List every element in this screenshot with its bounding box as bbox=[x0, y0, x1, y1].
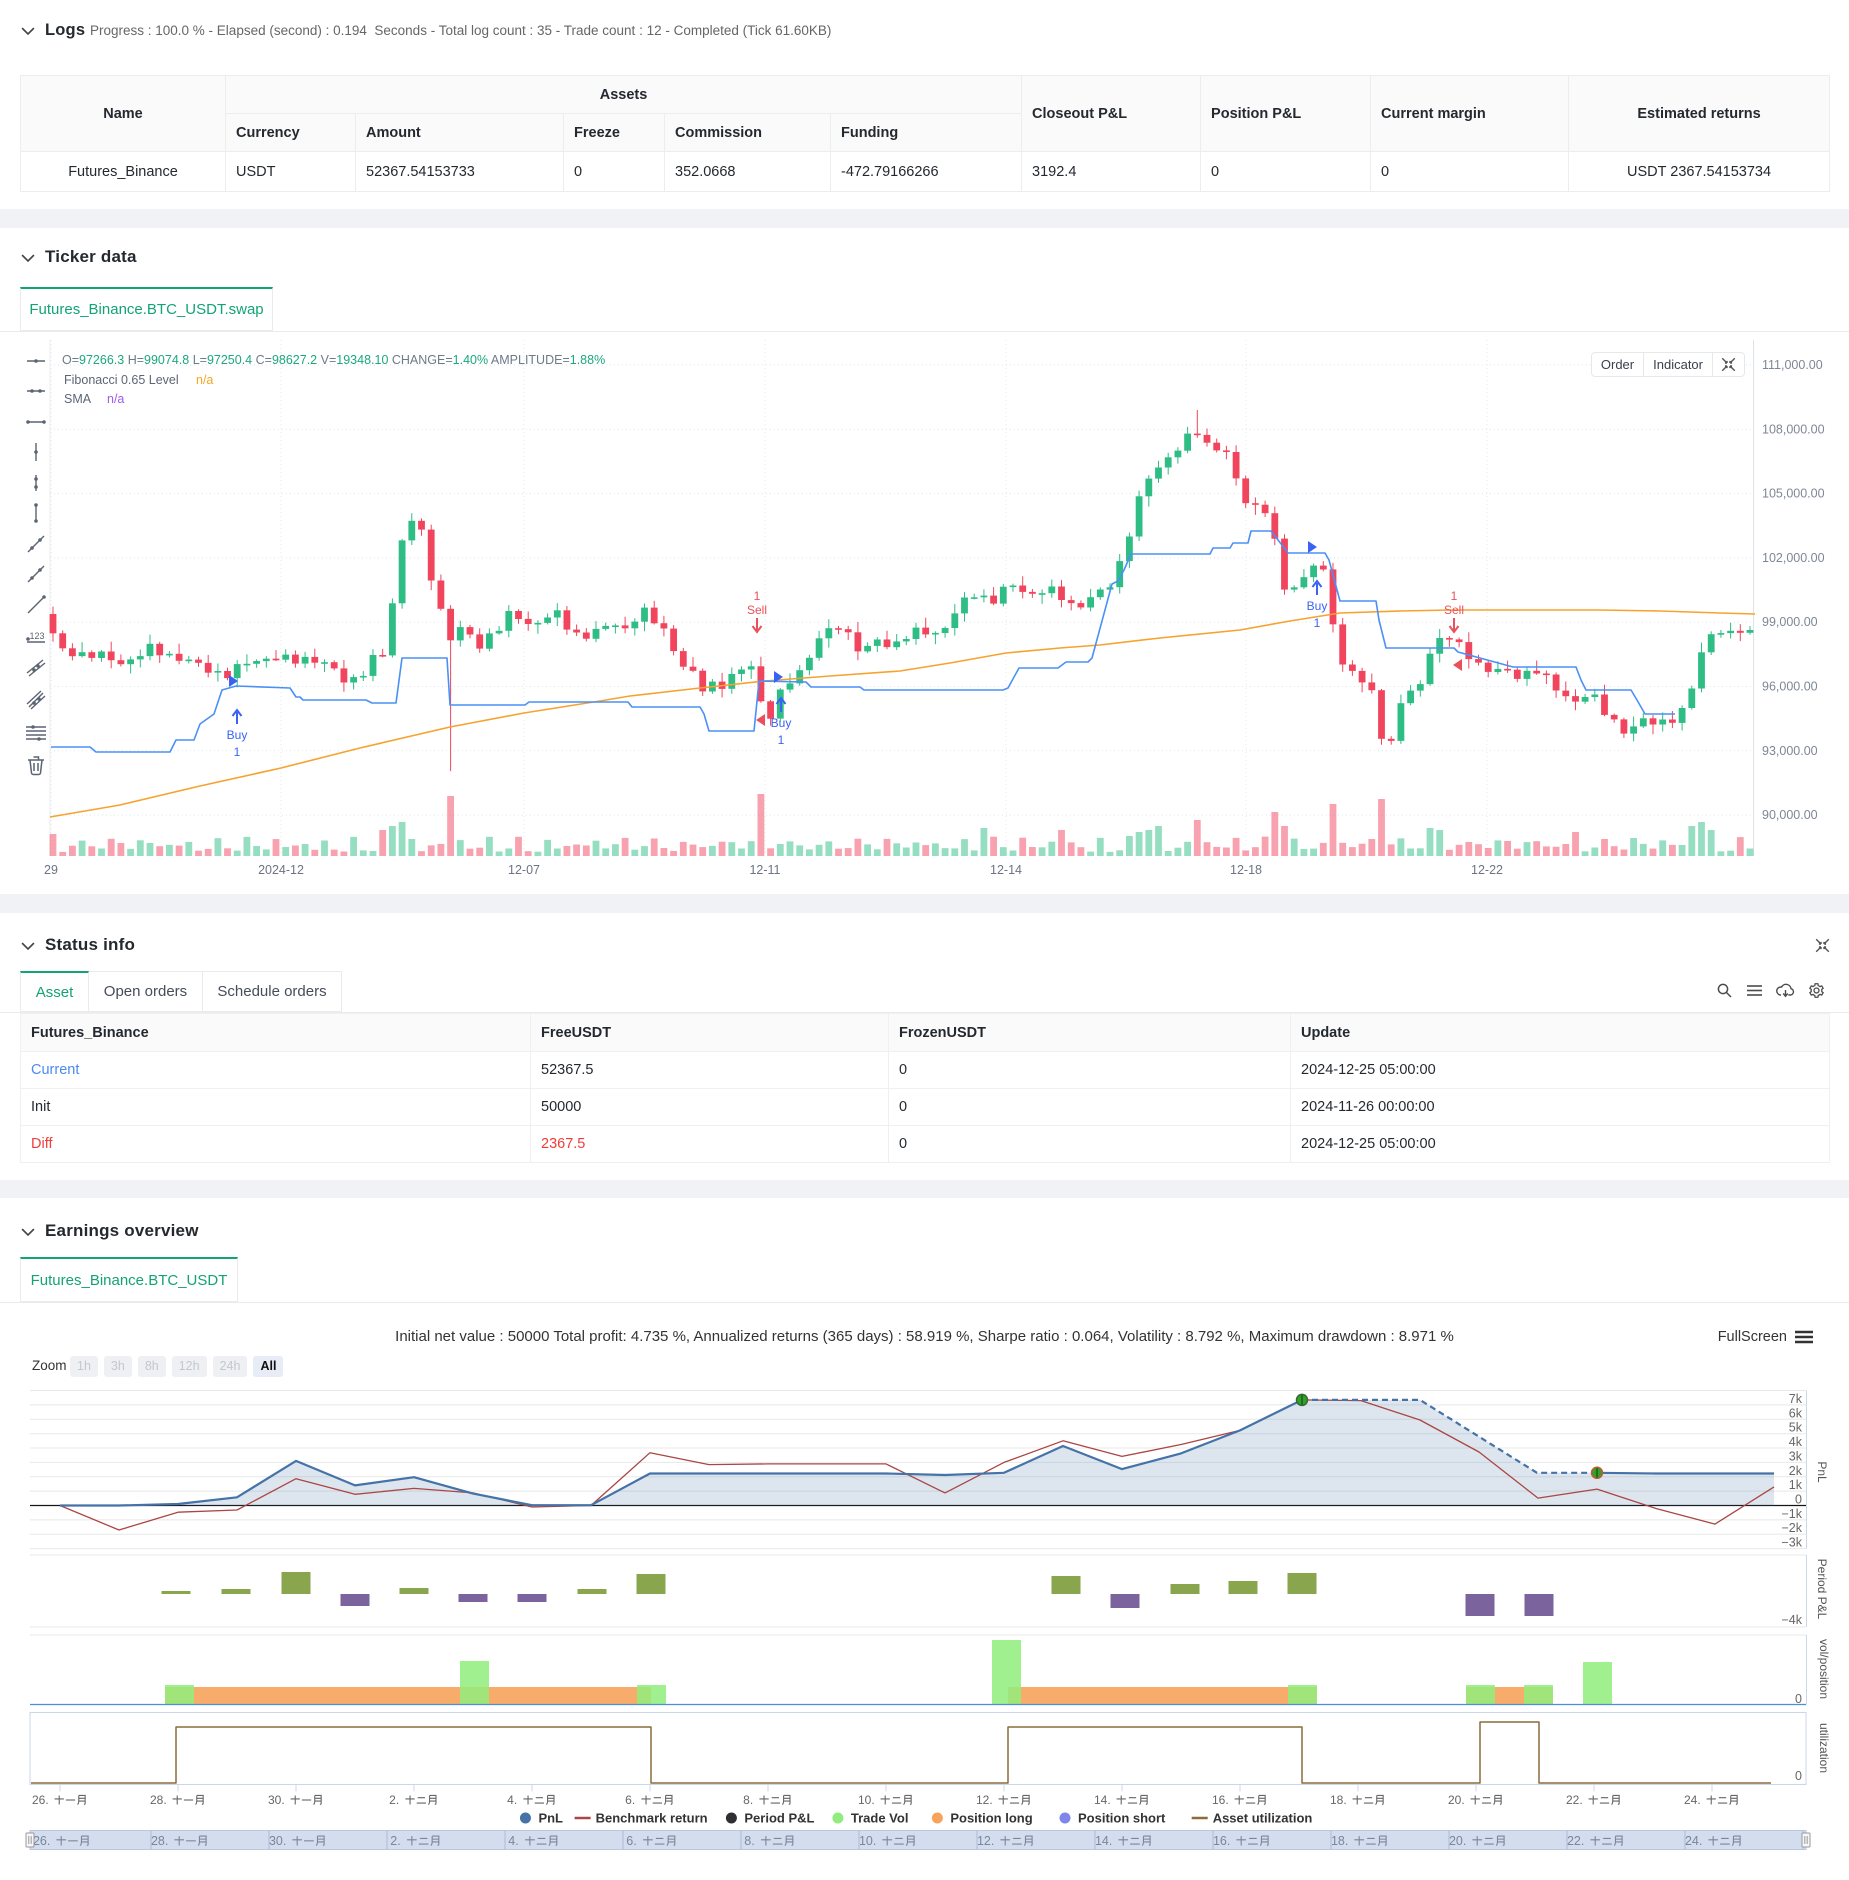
svg-text:18.: 18. bbox=[1331, 1834, 1348, 1848]
svg-text:Asset utilization: Asset utilization bbox=[1213, 1811, 1313, 1826]
svg-text:2024-12: 2024-12 bbox=[258, 863, 304, 877]
svg-text:7k: 7k bbox=[1789, 1392, 1803, 1406]
svg-text:0: 0 bbox=[1795, 1769, 1802, 1783]
svg-text:99,000.00: 99,000.00 bbox=[1762, 615, 1818, 629]
svg-text:6k: 6k bbox=[1789, 1406, 1803, 1420]
svg-text:Position long: Position long bbox=[950, 1811, 1032, 1826]
svg-text:20.: 20. bbox=[1448, 1793, 1465, 1807]
svg-text:Benchmark return: Benchmark return bbox=[596, 1811, 708, 1826]
svg-text:12-14: 12-14 bbox=[990, 863, 1022, 877]
svg-text:Buy: Buy bbox=[771, 716, 792, 730]
svg-text:90,000.00: 90,000.00 bbox=[1762, 808, 1818, 822]
svg-text:22.: 22. bbox=[1567, 1834, 1584, 1848]
svg-text:105,000.00: 105,000.00 bbox=[1762, 487, 1825, 501]
svg-text:1: 1 bbox=[754, 589, 761, 603]
svg-text:12-11: 12-11 bbox=[749, 863, 780, 877]
svg-text:24.: 24. bbox=[1685, 1834, 1702, 1848]
svg-text:96,000.00: 96,000.00 bbox=[1762, 680, 1818, 694]
svg-text:4.: 4. bbox=[507, 1793, 517, 1807]
svg-text:O=97266.3 H=99074.8 L=97250.4: O=97266.3 H=99074.8 L=97250.4 C=98627.2 … bbox=[62, 353, 605, 367]
svg-text:102,000.00: 102,000.00 bbox=[1762, 551, 1825, 565]
svg-text:0: 0 bbox=[1795, 1692, 1802, 1706]
svg-text:2.: 2. bbox=[389, 1793, 399, 1807]
svg-text:26.: 26. bbox=[33, 1834, 50, 1848]
svg-text:12.: 12. bbox=[976, 1793, 993, 1807]
svg-text:utilization: utilization bbox=[1817, 1723, 1831, 1773]
svg-text:−4k: −4k bbox=[1781, 1613, 1802, 1627]
svg-text:10.: 10. bbox=[859, 1834, 876, 1848]
svg-text:Buy: Buy bbox=[227, 728, 248, 742]
svg-text:4k: 4k bbox=[1789, 1435, 1803, 1449]
svg-text:−2k: −2k bbox=[1781, 1521, 1802, 1535]
svg-text:1: 1 bbox=[234, 745, 241, 759]
svg-text:12-07: 12-07 bbox=[508, 863, 540, 877]
svg-text:16.: 16. bbox=[1212, 1793, 1229, 1807]
svg-text:−3k: −3k bbox=[1781, 1536, 1802, 1550]
svg-text:30.: 30. bbox=[268, 1793, 285, 1807]
svg-text:−1k: −1k bbox=[1781, 1507, 1802, 1521]
svg-text:123: 123 bbox=[29, 631, 44, 641]
svg-text:24.: 24. bbox=[1684, 1793, 1701, 1807]
svg-text:20.: 20. bbox=[1449, 1834, 1466, 1848]
svg-text:14.: 14. bbox=[1094, 1793, 1111, 1807]
svg-text:30.: 30. bbox=[269, 1834, 286, 1848]
svg-text:Position short: Position short bbox=[1078, 1811, 1166, 1826]
svg-text:Sell: Sell bbox=[1444, 603, 1464, 617]
svg-text:n/a: n/a bbox=[107, 392, 124, 406]
svg-text:14.: 14. bbox=[1095, 1834, 1112, 1848]
svg-text:26.: 26. bbox=[32, 1793, 49, 1807]
svg-text:6.: 6. bbox=[626, 1834, 636, 1848]
svg-text:10.: 10. bbox=[858, 1793, 875, 1807]
svg-text:Trade Vol: Trade Vol bbox=[851, 1811, 909, 1826]
svg-text:vol/position: vol/position bbox=[1817, 1639, 1831, 1699]
svg-text:Sell: Sell bbox=[747, 603, 767, 617]
svg-text:1: 1 bbox=[778, 733, 785, 747]
svg-text:n/a: n/a bbox=[196, 373, 213, 387]
svg-text:SMA: SMA bbox=[64, 392, 92, 406]
svg-text:2k: 2k bbox=[1789, 1464, 1803, 1478]
svg-text:5k: 5k bbox=[1789, 1421, 1803, 1435]
svg-text:6.: 6. bbox=[625, 1793, 635, 1807]
svg-text:29: 29 bbox=[44, 863, 58, 877]
svg-text:PnL: PnL bbox=[538, 1811, 563, 1826]
svg-text:4.: 4. bbox=[508, 1834, 518, 1848]
svg-text:16.: 16. bbox=[1213, 1834, 1230, 1848]
svg-text:1: 1 bbox=[1314, 616, 1321, 630]
svg-text:3k: 3k bbox=[1789, 1449, 1803, 1463]
svg-text:1k: 1k bbox=[1789, 1478, 1803, 1492]
svg-text:Period P&L: Period P&L bbox=[744, 1811, 814, 1826]
svg-text:Fibonacci 0.65 Level: Fibonacci 0.65 Level bbox=[64, 373, 179, 387]
svg-text:111,000.00: 111,000.00 bbox=[1762, 358, 1823, 372]
svg-text:Buy: Buy bbox=[1307, 599, 1328, 613]
svg-text:PnL: PnL bbox=[1815, 1461, 1829, 1483]
svg-text:Period P&L: Period P&L bbox=[1815, 1559, 1829, 1620]
svg-text:108,000.00: 108,000.00 bbox=[1762, 422, 1825, 436]
svg-text:0: 0 bbox=[1795, 1493, 1802, 1507]
svg-text:28.: 28. bbox=[150, 1793, 167, 1807]
svg-text:12.: 12. bbox=[977, 1834, 994, 1848]
svg-text:12-22: 12-22 bbox=[1471, 863, 1503, 877]
svg-text:1: 1 bbox=[1451, 589, 1458, 603]
svg-text:22.: 22. bbox=[1566, 1793, 1583, 1807]
svg-text:12-18: 12-18 bbox=[1230, 863, 1262, 877]
svg-text:8.: 8. bbox=[744, 1834, 754, 1848]
svg-text:28.: 28. bbox=[151, 1834, 168, 1848]
svg-text:8.: 8. bbox=[743, 1793, 753, 1807]
svg-text:93,000.00: 93,000.00 bbox=[1762, 744, 1818, 758]
svg-text:18.: 18. bbox=[1330, 1793, 1347, 1807]
svg-text:2.: 2. bbox=[390, 1834, 400, 1848]
